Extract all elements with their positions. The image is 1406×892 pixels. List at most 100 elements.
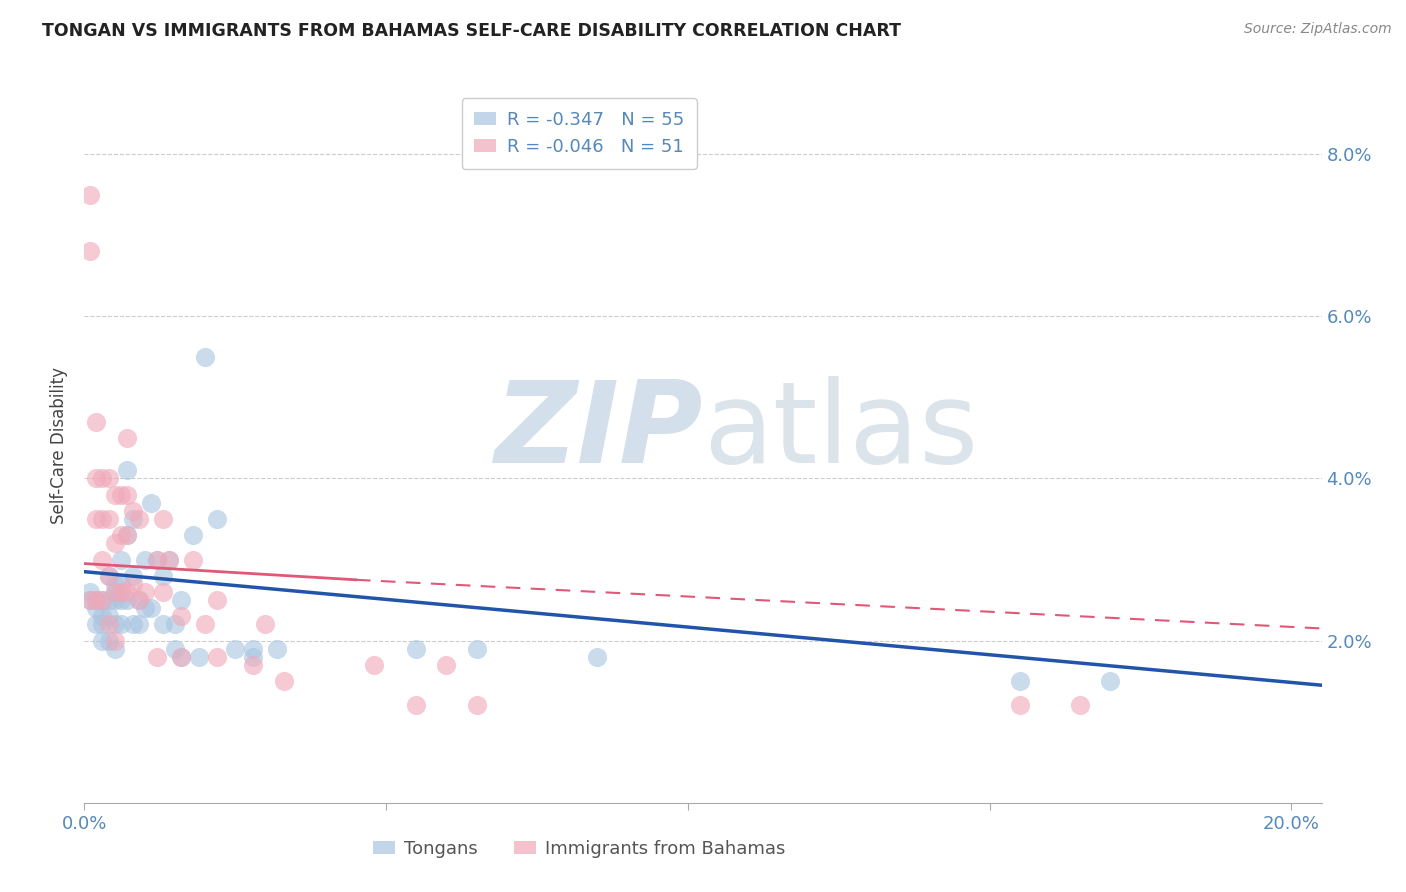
- Point: [1099, 674, 1122, 689]
- Point: [79, 244, 101, 259]
- Point: [86, 593, 108, 607]
- Point: [97, 609, 120, 624]
- Point: [128, 617, 150, 632]
- Point: [181, 552, 204, 566]
- Point: [1008, 698, 1031, 713]
- Point: [103, 488, 125, 502]
- Point: [188, 649, 211, 664]
- Point: [146, 552, 169, 566]
- Point: [103, 536, 125, 550]
- Point: [121, 512, 143, 526]
- Text: TONGAN VS IMMIGRANTS FROM BAHAMAS SELF-CARE DISABILITY CORRELATION CHART: TONGAN VS IMMIGRANTS FROM BAHAMAS SELF-C…: [42, 22, 901, 40]
- Text: ZIP: ZIP: [495, 376, 703, 487]
- Point: [181, 528, 204, 542]
- Y-axis label: Self-Care Disability: Self-Care Disability: [51, 368, 69, 524]
- Point: [115, 463, 138, 477]
- Point: [254, 617, 277, 632]
- Point: [121, 617, 143, 632]
- Point: [465, 641, 488, 656]
- Point: [110, 552, 132, 566]
- Point: [97, 617, 120, 632]
- Point: [121, 577, 143, 591]
- Point: [436, 657, 458, 672]
- Text: atlas: atlas: [703, 376, 979, 487]
- Point: [121, 568, 143, 582]
- Point: [91, 512, 114, 526]
- Point: [134, 601, 156, 615]
- Point: [91, 593, 114, 607]
- Point: [152, 585, 174, 599]
- Point: [205, 512, 228, 526]
- Point: [86, 601, 108, 615]
- Point: [91, 617, 114, 632]
- Point: [139, 496, 162, 510]
- Point: [157, 552, 180, 566]
- Point: [115, 431, 138, 445]
- Point: [115, 528, 138, 542]
- Point: [97, 568, 120, 582]
- Point: [79, 187, 101, 202]
- Point: [103, 585, 125, 599]
- Point: [86, 415, 108, 429]
- Point: [170, 649, 193, 664]
- Point: [170, 593, 193, 607]
- Point: [139, 601, 162, 615]
- Point: [79, 593, 101, 607]
- Point: [110, 593, 132, 607]
- Point: [586, 649, 609, 664]
- Point: [405, 641, 427, 656]
- Point: [97, 633, 120, 648]
- Point: [91, 552, 114, 566]
- Point: [103, 585, 125, 599]
- Point: [1008, 674, 1031, 689]
- Point: [273, 674, 295, 689]
- Point: [115, 585, 138, 599]
- Point: [97, 593, 120, 607]
- Point: [146, 552, 169, 566]
- Point: [110, 617, 132, 632]
- Point: [465, 698, 488, 713]
- Point: [79, 585, 101, 599]
- Point: [110, 585, 132, 599]
- Point: [86, 617, 108, 632]
- Point: [170, 649, 193, 664]
- Point: [134, 552, 156, 566]
- Point: [115, 593, 138, 607]
- Point: [79, 593, 101, 607]
- Point: [152, 617, 174, 632]
- Point: [163, 641, 186, 656]
- Point: [121, 504, 143, 518]
- Point: [224, 641, 246, 656]
- Point: [115, 488, 138, 502]
- Point: [242, 649, 264, 664]
- Point: [110, 488, 132, 502]
- Point: [146, 649, 169, 664]
- Point: [115, 528, 138, 542]
- Point: [110, 577, 132, 591]
- Point: [103, 593, 125, 607]
- Point: [91, 471, 114, 485]
- Point: [163, 617, 186, 632]
- Point: [128, 512, 150, 526]
- Point: [97, 512, 120, 526]
- Point: [205, 593, 228, 607]
- Point: [194, 617, 217, 632]
- Point: [128, 593, 150, 607]
- Point: [103, 577, 125, 591]
- Point: [1069, 698, 1091, 713]
- Point: [91, 593, 114, 607]
- Point: [134, 585, 156, 599]
- Point: [103, 641, 125, 656]
- Point: [242, 641, 264, 656]
- Point: [152, 568, 174, 582]
- Point: [157, 552, 180, 566]
- Point: [128, 593, 150, 607]
- Point: [405, 698, 427, 713]
- Point: [170, 609, 193, 624]
- Point: [205, 649, 228, 664]
- Point: [152, 512, 174, 526]
- Point: [86, 471, 108, 485]
- Point: [103, 617, 125, 632]
- Point: [97, 471, 120, 485]
- Point: [91, 633, 114, 648]
